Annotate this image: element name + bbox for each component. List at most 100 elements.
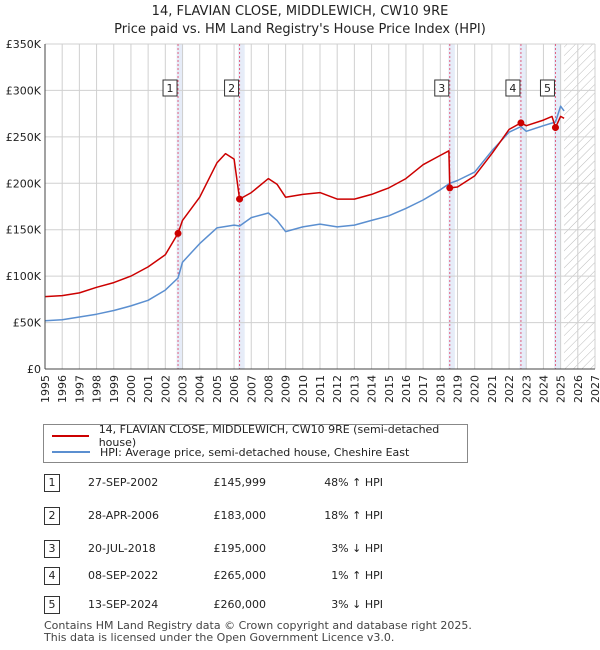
- x-tick-label: 2008: [262, 375, 275, 403]
- x-tick-label: 2020: [469, 375, 482, 403]
- y-tick-label: £300K: [6, 84, 42, 97]
- sale-hpi-diff: 48% ↑ HPI: [324, 476, 383, 489]
- x-tick-label: 2009: [280, 375, 293, 403]
- sale-point: [517, 119, 525, 127]
- sale-label-box: [434, 79, 450, 97]
- x-tick-label: 2012: [331, 375, 344, 403]
- sale-hpi-diff: 1% ↑ HPI: [331, 569, 383, 582]
- x-tick-label: 2026: [572, 375, 585, 403]
- table-row: 4 08-SEP-2022 £265,000 1% ↑ HPI: [0, 567, 600, 587]
- y-tick-label: £100K: [6, 270, 42, 283]
- y-tick-label: £200K: [6, 177, 42, 190]
- property-price-line: [44, 115, 565, 298]
- sale-label-box: [505, 79, 521, 97]
- sale-date: 13-SEP-2024: [88, 598, 159, 611]
- y-tick-label: £0: [27, 363, 41, 376]
- x-tick-label: 2013: [348, 375, 361, 403]
- x-tick-label: 2018: [434, 375, 447, 403]
- chart-subtitle: Price paid vs. HM Land Registry's House …: [114, 22, 486, 37]
- table-row: 3 20-JUL-2018 £195,000 3% ↓ HPI: [0, 540, 600, 560]
- x-tick-label: 2023: [520, 375, 533, 403]
- sale-price: £183,000: [213, 509, 267, 522]
- sale-number: 4: [44, 567, 60, 585]
- x-tick-label: 1996: [56, 375, 69, 403]
- sale-price: £265,000: [213, 569, 267, 582]
- sale-band: [238, 44, 245, 369]
- sale-point: [446, 184, 454, 192]
- sale-band: [554, 44, 561, 369]
- x-tick-label: 2016: [400, 375, 413, 403]
- sale-number: 5: [44, 596, 60, 614]
- sale-band: [176, 44, 184, 369]
- x-tick-label: 2002: [159, 375, 172, 403]
- y-tick-label: £150K: [6, 224, 42, 237]
- y-tick-label: £250K: [6, 131, 42, 144]
- legend-label-property: 14, FLAVIAN CLOSE, MIDDLEWICH, CW10 9RE …: [98, 423, 440, 449]
- x-tick-label: 2017: [417, 375, 430, 403]
- sale-point: [236, 195, 244, 203]
- sale-date: 28-APR-2006: [88, 509, 160, 522]
- legend-swatch-hpi: [52, 451, 90, 453]
- sale-label-text: 3: [438, 82, 445, 95]
- x-tick-label: 1995: [39, 375, 52, 403]
- sale-date: 20-JUL-2018: [88, 542, 156, 555]
- x-tick-label: 2014: [366, 375, 379, 403]
- y-tick-label: £50K: [13, 317, 42, 330]
- x-tick-label: 1998: [91, 375, 104, 403]
- x-tick-label: 2019: [452, 375, 465, 403]
- sale-hpi-diff: 18% ↑ HPI: [324, 509, 383, 522]
- footer-copyright: Contains HM Land Registry data © Crown c…: [44, 619, 472, 632]
- x-tick-label: 1999: [108, 375, 121, 403]
- sale-date: 27-SEP-2002: [88, 476, 159, 489]
- sale-number: 2: [44, 507, 60, 525]
- legend-label-hpi: HPI: Average price, semi-detached house,…: [100, 445, 410, 459]
- price-chart: 1 2 3 4 5 £0 £50K £100K £150K £200K £250K £300K £350…: [6, 38, 600, 403]
- table-row: 1 27-SEP-2002 £145,999 48% ↑ HPI: [0, 474, 600, 494]
- x-tick-label: 1997: [73, 375, 86, 403]
- sale-label-box: [162, 79, 178, 97]
- table-row: 2 28-APR-2006 £183,000 18% ↑ HPI: [0, 507, 600, 527]
- x-tick-label: 2022: [503, 375, 516, 403]
- sale-band: [448, 44, 455, 369]
- sale-price: £195,000: [213, 542, 267, 555]
- legend-swatch-property: [52, 435, 89, 437]
- sale-point: [174, 229, 182, 237]
- legend-item-hpi: HPI: Average price, semi-detached house,…: [52, 444, 409, 460]
- x-tick-label: 2021: [486, 375, 499, 403]
- sale-number: 1: [44, 474, 60, 492]
- x-tick-label: 2025: [555, 375, 568, 403]
- x-tick-label: 2003: [177, 375, 190, 403]
- sale-label-text: 4: [509, 82, 516, 95]
- chart-title: 14, FLAVIAN CLOSE, MIDDLEWICH, CW10 9RE: [151, 4, 449, 19]
- x-tick-label: 2004: [194, 375, 207, 403]
- forecast-hatch: [564, 44, 595, 369]
- sale-hpi-diff: 3% ↓ HPI: [331, 542, 383, 555]
- footer: Contains HM Land Registry data © Crown c…: [44, 620, 472, 644]
- x-tick-label: 2000: [125, 375, 138, 403]
- sale-price: £145,999: [213, 476, 267, 489]
- x-tick-label: 2011: [314, 375, 327, 403]
- x-tick-label: 2015: [383, 375, 396, 403]
- sale-label-text: 2: [228, 82, 235, 95]
- sale-label-box: [539, 79, 555, 97]
- x-tick-label: 2006: [228, 375, 241, 403]
- legend-item-property: 14, FLAVIAN CLOSE, MIDDLEWICH, CW10 9RE …: [52, 423, 467, 449]
- sale-label-box: [224, 79, 240, 97]
- sale-label-text: 5: [544, 82, 551, 95]
- x-tick-label: 2010: [297, 375, 310, 403]
- x-tick-label: 2024: [537, 375, 550, 403]
- sale-date: 08-SEP-2022: [88, 569, 159, 582]
- sale-price: £260,000: [213, 598, 267, 611]
- x-tick-label: 2005: [211, 375, 224, 403]
- x-tick-label: 2027: [589, 375, 600, 403]
- hpi-line: [44, 105, 565, 322]
- sale-label-text: 1: [167, 82, 174, 95]
- x-tick-label: 2007: [245, 375, 258, 403]
- x-tick-label: 2001: [142, 375, 155, 403]
- sale-hpi-diff: 3% ↓ HPI: [331, 598, 383, 611]
- legend: 14, FLAVIAN CLOSE, MIDDLEWICH, CW10 9RE …: [43, 423, 468, 463]
- sale-point: [551, 124, 559, 132]
- footer-license: This data is licensed under the Open Gov…: [44, 631, 395, 644]
- sale-number: 3: [44, 540, 60, 558]
- table-row: 5 13-SEP-2024 £260,000 3% ↓ HPI: [0, 596, 600, 616]
